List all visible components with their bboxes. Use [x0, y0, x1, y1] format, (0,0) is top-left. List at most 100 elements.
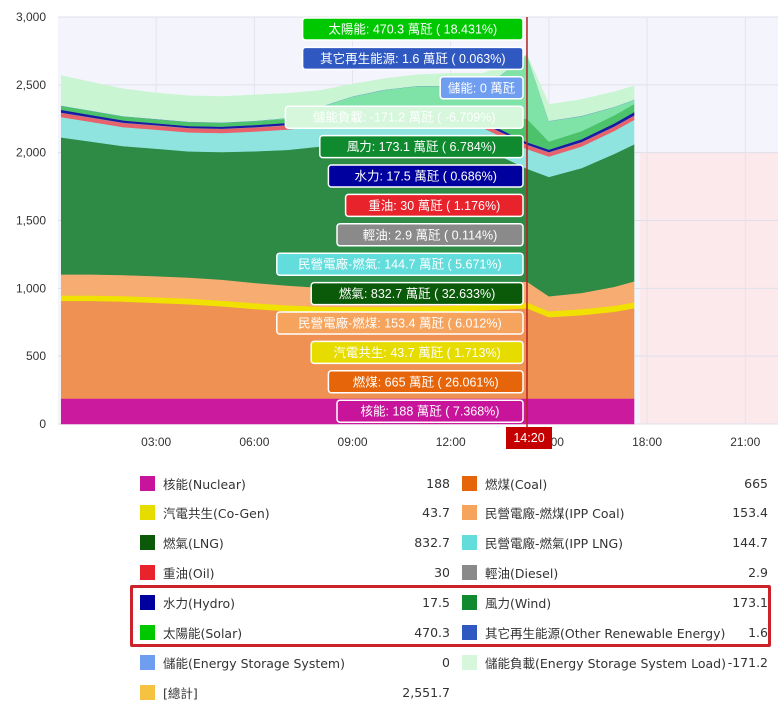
legend-value: 470.3	[414, 625, 450, 640]
tooltip-item-box	[344, 193, 524, 218]
legend-row: 汽電共生(Co-Gen) 43.7 民營電廠-燃煤(IPP Coal) 153.4	[140, 498, 770, 528]
legend-name: 水力(Hydro)	[163, 596, 235, 612]
legend-name: 其它再生能源(Other Renewable Energy)	[485, 626, 726, 641]
legend-item[interactable]: 民營電廠-燃煤(IPP Coal) 153.4	[462, 498, 768, 528]
y-tick-label: 0	[39, 417, 46, 431]
legend-value: -171.2	[727, 654, 768, 670]
tooltip-item-box	[301, 17, 524, 41]
legend-item[interactable]: 燃氣(LNG) 832.7	[140, 528, 450, 558]
legend-item[interactable]: 核能(Nuclear) 188	[140, 468, 450, 498]
tooltip-item-text: 重油: 30 萬瓩 ( 1.176%)	[368, 198, 500, 213]
legend-item[interactable]: 風力(Wind) 173.1	[462, 588, 768, 618]
legend-row: 太陽能(Solar) 470.3 其它再生能源(Other Renewable En…	[140, 618, 770, 648]
tooltip-item-box	[310, 281, 524, 306]
tooltip-item-box	[327, 164, 524, 188]
tooltip-item-text: 輕油: 2.9 萬瓩 ( 0.114%)	[363, 228, 498, 242]
legend-row: 重油(Oil) 30 輕油(Diesel) 2.9	[140, 558, 770, 588]
tooltip-item-text: 汽電共生: 43.7 萬瓩 ( 1.713%)	[333, 345, 500, 360]
tooltip-item-box	[439, 76, 524, 100]
legend-item[interactable]: 汽電共生(Co-Gen) 43.7	[140, 498, 450, 528]
tooltip-item-box	[276, 311, 524, 335]
tooltip-item-box	[276, 252, 524, 276]
legend-swatch	[140, 565, 155, 581]
x-tick-label: 09:00	[338, 435, 368, 449]
x-tick-label: 21:00	[730, 435, 760, 449]
x-tick-label: 03:00	[141, 435, 171, 449]
legend-item[interactable]: 太陽能(Solar) 470.3	[140, 618, 450, 648]
generation-area-chart: 0 500 1,000 1,500 2,000 2,500 3,000 03:00 06:00…	[16, 10, 778, 449]
legend-swatch	[140, 475, 155, 491]
legend-name: 汽電共生(Co-Gen)	[163, 506, 270, 522]
tooltip-item-box	[327, 370, 524, 394]
legend-value: 2,551.7	[402, 684, 450, 700]
legend-name: 核能(Nuclear)	[163, 476, 246, 492]
legend-swatch	[462, 505, 477, 521]
y-axis: 0 500 1,000 1,500 2,000 2,500 3,000	[16, 10, 46, 431]
legend-name: 燃煤(Coal)	[485, 476, 548, 492]
legend-item[interactable]: 重油(Oil) 30	[140, 558, 450, 588]
legend-swatch	[140, 505, 155, 521]
legend-row: 核能(Nuclear) 188 燃煤(Coal) 665	[140, 468, 770, 498]
cursor-time-text: 14:20	[513, 431, 544, 445]
legend-item[interactable]: 儲能(Energy Storage System) 0	[140, 647, 450, 677]
legend-item[interactable]: 儲能負載(Energy Storage System Load) -171.2	[462, 647, 768, 677]
tooltip-item-text: 水力: 17.5 萬瓩 ( 0.686%)	[354, 170, 496, 184]
x-tick-label: 06:00	[239, 435, 269, 449]
legend-swatch	[462, 595, 477, 611]
tooltip-item-box	[310, 340, 524, 365]
legend-row: [總計] 2,551.7	[140, 677, 770, 707]
legend-item[interactable]: 其它再生能源(Other Renewable Energy) 1.6	[462, 618, 768, 648]
tooltip-item-text: 儲能: 0 萬瓩	[448, 81, 516, 95]
tooltip-item-box	[336, 223, 524, 247]
legend-swatch	[140, 654, 155, 670]
legend-name: 風力(Wind)	[485, 596, 552, 612]
legend-value: 832.7	[414, 535, 450, 551]
legend-value: 43.7	[422, 505, 450, 521]
legend-swatch	[462, 565, 477, 581]
tooltip-item-text: 儲能負載: -171.2 萬瓩 ( -6.709%)	[313, 111, 496, 125]
legend-name: 太陽能(Solar)	[163, 626, 243, 641]
tooltip-item-text: 風力: 173.1 萬瓩 ( 6.784%)	[347, 140, 496, 154]
legend-value: 0	[442, 654, 450, 670]
legend-row: 儲能(Energy Storage System) 0 儲能負載(Energy St…	[140, 647, 770, 677]
cursor-time-box	[506, 427, 552, 449]
legend-item[interactable]: 民營電廠-燃氣(IPP LNG) 144.7	[462, 528, 768, 558]
tooltip-item-box	[284, 105, 524, 129]
tooltip-item-text: 民營電廠-燃煤: 153.4 萬瓩 ( 6.012%)	[298, 316, 502, 331]
tooltip-item-text: 其它再生能源: 1.6 萬瓩 ( 0.063%)	[320, 51, 505, 66]
tooltip-item-box	[301, 46, 524, 71]
legend-value: 153.4	[732, 505, 768, 521]
legend-row: 燃氣(LNG) 832.7 民營電廠-燃氣(IPP LNG) 144.7	[140, 528, 770, 558]
tooltip-item-text: 燃煤: 665 萬瓩 ( 26.061%)	[353, 374, 499, 389]
legend-name: 民營電廠-燃煤(IPP Coal)	[485, 506, 625, 522]
legend-value: 173.1	[732, 595, 768, 611]
tooltip-item-box	[319, 134, 524, 159]
cursor-time-label: 14:20	[506, 427, 552, 449]
legend-swatch	[140, 595, 155, 611]
tooltip-item-text: 民營電廠-燃氣: 144.7 萬瓩 ( 5.671%)	[298, 257, 502, 272]
tooltip-stack: 太陽能: 470.3 萬瓩 ( 18.431%) 其它再生能源: 1.6 萬瓩 (…	[276, 17, 524, 423]
x-tick-label: 12:00	[436, 435, 466, 449]
tooltip-item-box	[336, 399, 524, 423]
tooltip-item-text: 燃氣: 832.7 萬瓩 ( 32.633%)	[339, 286, 495, 301]
legend-name: 燃氣(LNG)	[163, 536, 224, 552]
legend-item[interactable]: 水力(Hydro) 17.5	[140, 588, 450, 618]
legend-swatch	[462, 625, 477, 640]
legend-item[interactable]: [總計] 2,551.7	[140, 677, 450, 707]
y-tick-label: 500	[26, 349, 46, 363]
legend-name: 儲能負載(Energy Storage System Load)	[485, 655, 726, 671]
legend-name: 儲能(Energy Storage System)	[163, 655, 345, 671]
area-storage_load	[60, 54, 635, 123]
legend-swatch	[140, 625, 155, 640]
legend-swatch	[462, 654, 477, 670]
legend-name: [總計]	[163, 685, 198, 701]
legend-item[interactable]: 輕油(Diesel) 2.9	[462, 558, 768, 588]
y-tick-label: 1,000	[16, 281, 46, 295]
legend-item[interactable]: 燃煤(Coal) 665	[462, 468, 768, 498]
legend-value: 17.5	[422, 595, 450, 611]
legend-value: 144.7	[732, 535, 768, 551]
legend-name: 民營電廠-燃氣(IPP LNG)	[485, 536, 624, 552]
legend-value: 30	[434, 565, 450, 581]
legend-swatch	[462, 475, 477, 491]
